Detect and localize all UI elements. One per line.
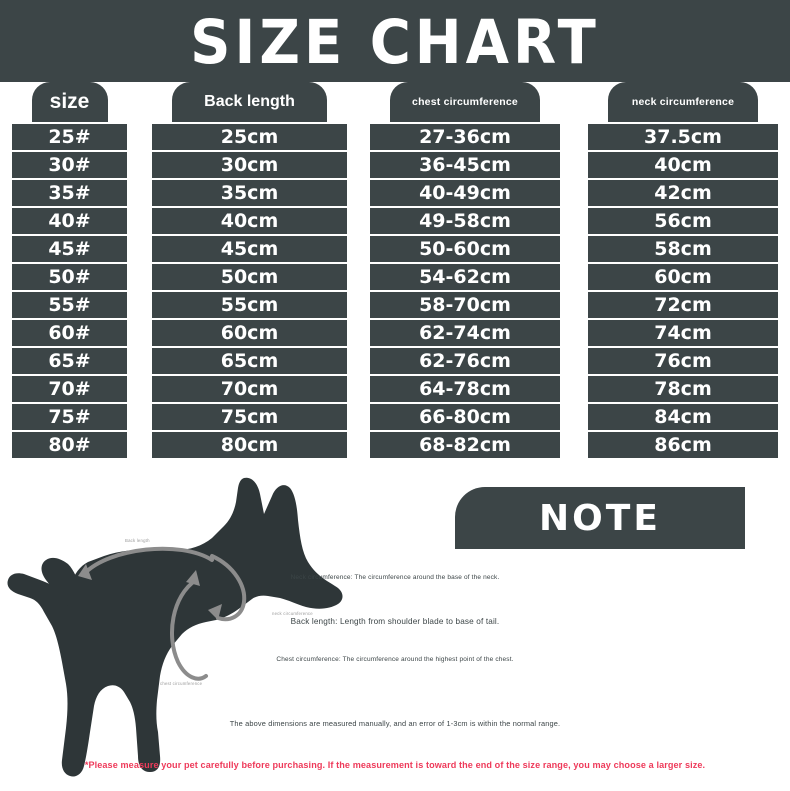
table-cell: 80# bbox=[12, 432, 127, 458]
note-title: NOTE bbox=[539, 497, 661, 539]
table-cell: 37.5cm bbox=[588, 124, 778, 150]
table-cell: 25# bbox=[12, 124, 127, 150]
chest-arrowhead-icon bbox=[186, 570, 200, 586]
table-column-neck: neck circumference 37.5cm 40cm 42cm 56cm 58c… bbox=[588, 82, 778, 460]
table-cell: 40cm bbox=[152, 208, 347, 234]
chest-circumference-arrow-icon bbox=[170, 578, 208, 681]
note-line-back-length: Back length: Length from shoulder blade … bbox=[290, 617, 500, 626]
note-banner bbox=[455, 487, 745, 549]
measurement-disclaimer: The above dimensions are measured manual… bbox=[229, 719, 561, 728]
column-header-neck: neck circumference bbox=[608, 82, 758, 122]
diagram-label-neck: neck circumference bbox=[272, 611, 313, 616]
table-cell: 50cm bbox=[152, 264, 347, 290]
note-line-chest: Chest circumference: The circumference a… bbox=[276, 656, 514, 663]
table-cell: 55cm bbox=[152, 292, 347, 318]
table-column-chest: chest circumference 27-36cm 36-45cm 40-49c… bbox=[370, 82, 560, 460]
table-cell: 40-49cm bbox=[370, 180, 560, 206]
table-cell: 55# bbox=[12, 292, 127, 318]
table-cell: 62-74cm bbox=[370, 320, 560, 346]
table-cell: 65# bbox=[12, 348, 127, 374]
table-cell: 30# bbox=[12, 152, 127, 178]
table-cell: 45# bbox=[12, 236, 127, 262]
table-cell: 27-36cm bbox=[370, 124, 560, 150]
table-cell: 40# bbox=[12, 208, 127, 234]
column-cells-neck: 37.5cm 40cm 42cm 56cm 58cm 60cm 72cm 74cm 76cm 78… bbox=[588, 124, 778, 458]
table-cell: 84cm bbox=[588, 404, 778, 430]
table-cell: 80cm bbox=[152, 432, 347, 458]
dog-silhouette-icon bbox=[7, 477, 343, 777]
table-cell: 70# bbox=[12, 376, 127, 402]
table-cell: 60cm bbox=[152, 320, 347, 346]
table-cell: 54-62cm bbox=[370, 264, 560, 290]
table-cell: 36-45cm bbox=[370, 152, 560, 178]
table-cell: 68-82cm bbox=[370, 432, 560, 458]
table-cell: 45cm bbox=[152, 236, 347, 262]
page-title: SIZE CHART bbox=[190, 8, 600, 79]
table-cell: 35cm bbox=[152, 180, 347, 206]
column-cells-chest: 27-36cm 36-45cm 40-49cm 49-58cm 50-60cm 54-62… bbox=[370, 124, 560, 458]
size-table: size 25# 30# 35# 40# 45# 50# 55# 60# 65# 70# 75# 80… bbox=[0, 82, 790, 480]
table-cell: 64-78cm bbox=[370, 376, 560, 402]
table-cell: 70cm bbox=[152, 376, 347, 402]
table-cell: 35# bbox=[12, 180, 127, 206]
table-cell: 72cm bbox=[588, 292, 778, 318]
table-cell: 60# bbox=[12, 320, 127, 346]
table-cell: 58cm bbox=[588, 236, 778, 262]
table-column-size: size 25# 30# 35# 40# 45# 50# 55# 60# 65# 70# 75# 80… bbox=[12, 82, 127, 460]
table-cell: 42cm bbox=[588, 180, 778, 206]
neck-circumference-arrow-icon bbox=[210, 554, 247, 622]
note-line-neck: Neck circumference: The circumference ar… bbox=[290, 574, 500, 581]
table-cell: 25cm bbox=[152, 124, 347, 150]
table-cell: 76cm bbox=[588, 348, 778, 374]
table-cell: 50-60cm bbox=[370, 236, 560, 262]
table-cell: 56cm bbox=[588, 208, 778, 234]
table-cell: 78cm bbox=[588, 376, 778, 402]
dog-diagram bbox=[0, 470, 370, 790]
column-header-size: size bbox=[31, 82, 108, 122]
column-cells-back-length: 25cm 30cm 35cm 40cm 45cm 50cm 55cm 60cm 65cm 70cm… bbox=[152, 124, 347, 458]
table-cell: 49-58cm bbox=[370, 208, 560, 234]
table-cell: 65cm bbox=[152, 348, 347, 374]
back-length-arrow-icon bbox=[83, 546, 214, 575]
table-cell: 66-80cm bbox=[370, 404, 560, 430]
table-cell: 62-76cm bbox=[370, 348, 560, 374]
table-cell: 40cm bbox=[588, 152, 778, 178]
diagram-label-back-length: Back length bbox=[125, 538, 150, 543]
table-cell: 30cm bbox=[152, 152, 347, 178]
table-cell: 74cm bbox=[588, 320, 778, 346]
column-cells-size: 25# 30# 35# 40# 45# 50# 55# 60# 65# 70# 75# 80# bbox=[12, 124, 127, 458]
column-header-chest: chest circumference bbox=[390, 82, 540, 122]
title-band bbox=[0, 0, 790, 82]
measurement-warning: *Please measure your pet carefully befor… bbox=[84, 760, 706, 770]
table-cell: 60cm bbox=[588, 264, 778, 290]
table-cell: 75cm bbox=[152, 404, 347, 430]
diagram-label-chest: chest circumference bbox=[160, 681, 203, 686]
table-cell: 58-70cm bbox=[370, 292, 560, 318]
neck-arrowhead-icon bbox=[208, 604, 222, 620]
back-length-arrowhead-icon bbox=[78, 564, 92, 580]
table-cell: 86cm bbox=[588, 432, 778, 458]
table-column-back-length: Back length 25cm 30cm 35cm 40cm 45cm 50cm 55cm… bbox=[152, 82, 347, 460]
table-cell: 75# bbox=[12, 404, 127, 430]
column-header-back-length: Back length bbox=[172, 82, 327, 122]
table-cell: 50# bbox=[12, 264, 127, 290]
